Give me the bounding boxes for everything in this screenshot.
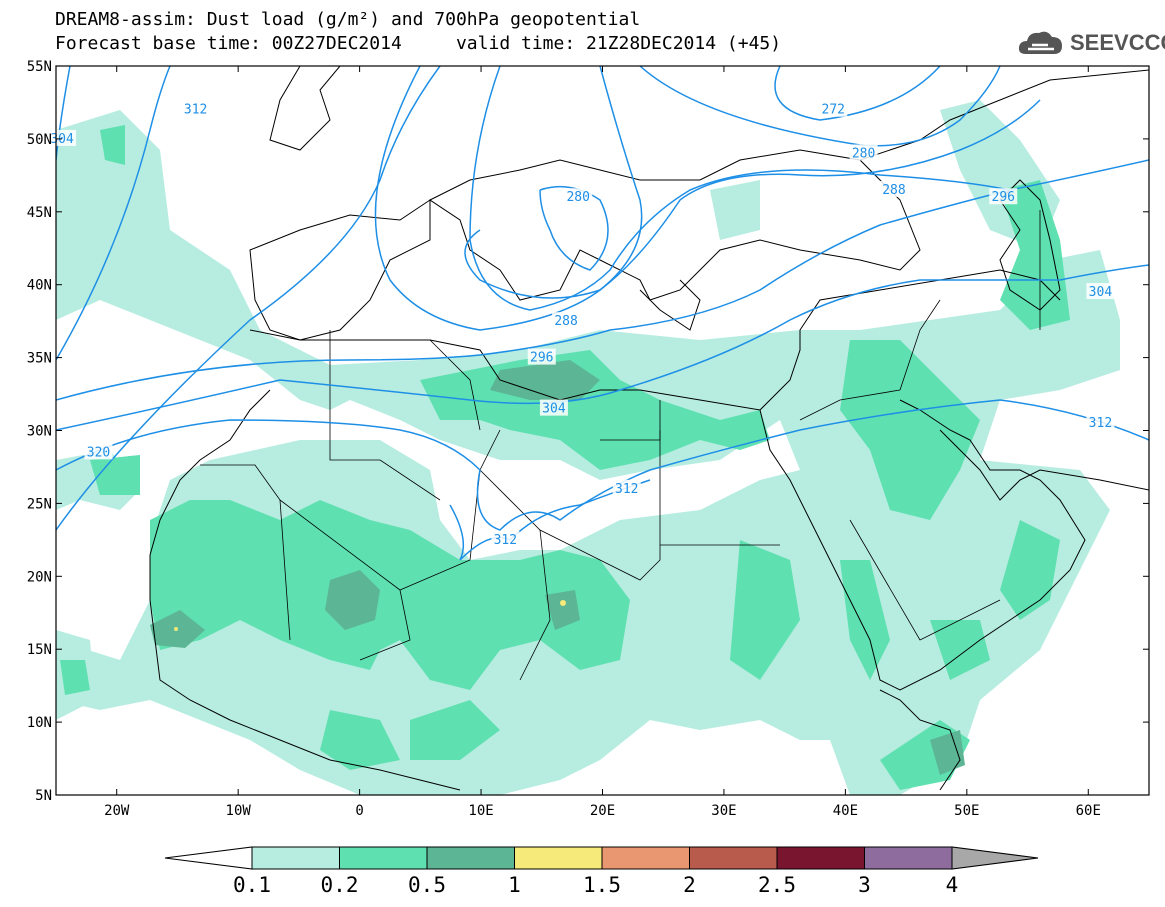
colorbar-swatch: [776, 846, 865, 870]
contour-label: 312: [184, 103, 207, 118]
colorbar-swatch: [601, 846, 690, 870]
lat-label: 45N: [27, 205, 52, 221]
contour-label-bg: [989, 188, 1018, 205]
colorbar-swatch: [339, 846, 428, 870]
contour-label: 312: [494, 533, 517, 548]
lon-label: 40E: [833, 803, 858, 819]
contour-label-bg: [819, 100, 848, 117]
country-borders: [200, 210, 1041, 681]
colorbar-swatch: [426, 846, 515, 870]
contour-label: 304: [1089, 285, 1113, 300]
colorbar-swatch: [514, 846, 603, 870]
contour-label: 280: [566, 190, 589, 205]
lon-label: 60E: [1076, 803, 1101, 819]
contour-label-bg: [539, 399, 568, 416]
lon-label: 20W: [104, 803, 130, 819]
contour-labels: 312 304 272 280 288 296 280 288 296 304 304 312 320 3…: [48, 100, 1115, 548]
lat-label: 15N: [27, 642, 52, 658]
colorbar-label: 2: [683, 873, 696, 897]
longitude-axis: 20W 10W 0 10E 20E 30E 40E 50E 60E: [104, 66, 1101, 819]
lat-label: 35N: [27, 351, 52, 367]
colorbar-label: 0.5: [408, 873, 446, 897]
lon-label: 30E: [711, 803, 736, 819]
contour-label: 296: [530, 351, 553, 366]
colorbar-swatch: [689, 846, 778, 870]
lat-label: 50N: [27, 132, 52, 148]
colorbar-label: 1: [508, 873, 521, 897]
cloud-icon: [1018, 31, 1062, 54]
colorbar-label: 4: [946, 873, 959, 897]
lat-label: 30N: [27, 424, 52, 440]
lon-label: 10E: [468, 803, 493, 819]
contour-label-bg: [491, 530, 520, 547]
seevccc-logo: SEEVCCC: [1018, 26, 1165, 60]
colorbar-label: 1.5: [583, 873, 621, 897]
lat-label: 10N: [27, 715, 52, 731]
lat-label: 25N: [27, 496, 52, 512]
contour-label: 312: [615, 482, 638, 497]
colorbar-swatch: [251, 846, 340, 870]
contour-label-bg: [48, 129, 77, 146]
contour-label-bg: [879, 180, 908, 197]
lon-label: 50E: [954, 803, 979, 819]
colorbar-high-arrow: [951, 846, 1039, 870]
colorbar-swatch: [864, 846, 953, 870]
lat-label: 20N: [27, 569, 52, 585]
coastlines: [149, 66, 1149, 791]
lon-label: 20E: [590, 803, 615, 819]
contour-label: 320: [87, 445, 110, 460]
colorbar-label: 0.2: [321, 873, 359, 897]
contour-label-bg: [612, 479, 641, 496]
colorbar-label: 0.1: [233, 873, 271, 897]
contour-label-bg: [181, 100, 210, 117]
contour-label-bg: [527, 348, 556, 365]
contour-label-bg: [849, 144, 878, 161]
contour-label: 288: [882, 183, 905, 198]
contour-label: 288: [554, 314, 577, 329]
contour-label: 272: [822, 103, 845, 118]
lat-label: 5N: [35, 788, 52, 804]
map-subtitle: Forecast base time: 00Z27DEC2014 valid t…: [55, 33, 782, 54]
lat-label: 55N: [27, 59, 52, 75]
colorbar-low-arrow: [164, 846, 253, 870]
contour-label-bg: [564, 188, 593, 205]
lon-label: 0: [355, 803, 363, 819]
contour-label: 312: [1089, 416, 1112, 431]
contour-label-bg: [1086, 414, 1115, 431]
lat-label: 40N: [27, 278, 52, 294]
contour-label: 304: [542, 402, 566, 417]
contour-label-bg: [84, 443, 113, 460]
logo-text: SEEVCCC: [1070, 30, 1165, 55]
contour-label: 280: [852, 146, 875, 161]
colorbar-label: 3: [858, 873, 871, 897]
contour-label: 296: [992, 190, 1015, 205]
geopotential-contours: [56, 66, 1149, 561]
contour-label: 304: [50, 132, 74, 147]
lon-label: 10W: [226, 803, 252, 819]
colorbar-label: 2.5: [758, 873, 796, 897]
colorbar: 0.1 0.2 0.5 1 1.5 2 2.5 3 4: [164, 846, 1039, 897]
contour-label-bg: [552, 312, 581, 329]
latitude-axis: 55N 50N 45N 40N 35N 30N 25N 20N 15N 10N 5N: [27, 59, 1149, 804]
map-title: DREAM8-assim: Dust load (g/m²) and 700hP…: [55, 9, 641, 30]
contour-label-bg: [1086, 282, 1115, 299]
dust-shading: [56, 100, 1120, 795]
